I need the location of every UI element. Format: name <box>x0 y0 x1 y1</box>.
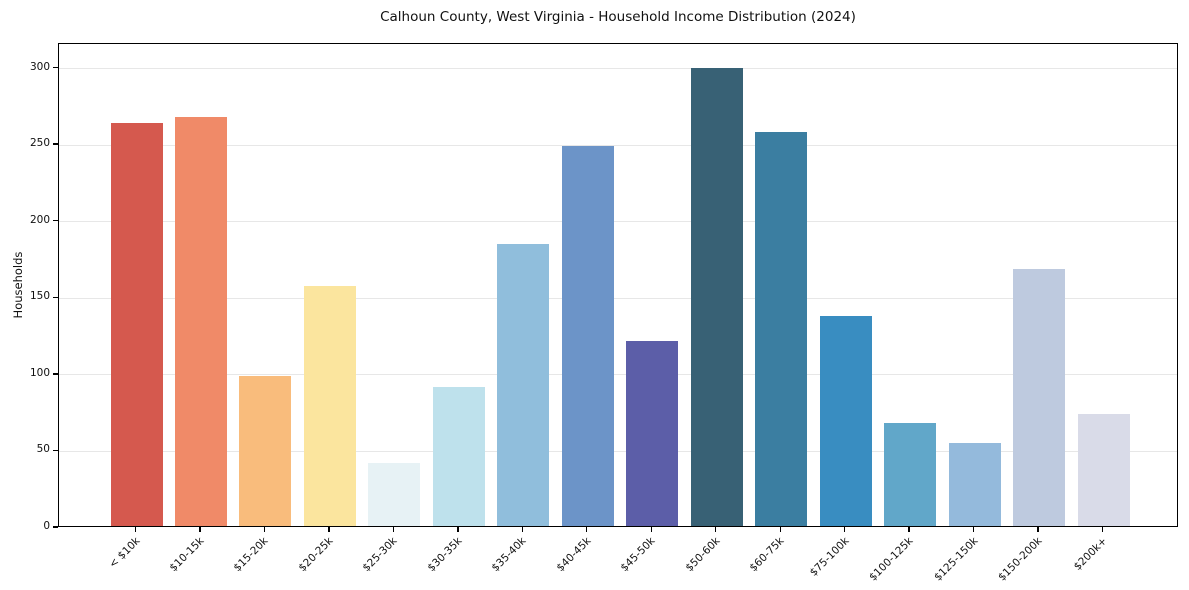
bar-15-20k <box>239 375 292 526</box>
bar-25-30k <box>368 463 421 526</box>
x-tick-mark <box>1037 527 1039 532</box>
bar-10-15k <box>174 117 227 526</box>
gridline <box>59 297 1177 299</box>
x-tick-mark <box>199 527 201 532</box>
chart-title: Calhoun County, West Virginia - Househol… <box>380 9 856 25</box>
x-tick-mark <box>457 527 459 532</box>
x-tick-mark <box>843 527 846 532</box>
gridline <box>59 68 1177 69</box>
gridline <box>59 450 1177 452</box>
x-tick-mark <box>263 527 266 532</box>
y-tick-label: 250 <box>29 137 50 150</box>
gridline <box>59 374 1177 376</box>
x-tick-mark <box>650 527 652 532</box>
bar-20-25k <box>303 285 356 526</box>
y-tick-label: 200 <box>29 213 50 226</box>
bar-50-60k <box>690 68 743 526</box>
y-tick-mark <box>53 66 58 69</box>
x-tick-mark <box>972 527 975 532</box>
y-tick-mark <box>53 449 58 452</box>
bar-35-40k <box>497 244 550 526</box>
y-tick-label: 0 <box>43 520 50 532</box>
bar-60-75k <box>755 132 808 526</box>
bar-150-200k <box>1013 268 1066 526</box>
x-tick-mark <box>908 527 910 532</box>
plot-area <box>58 43 1178 527</box>
x-tick-mark <box>715 527 717 532</box>
y-tick-mark <box>53 219 58 222</box>
x-tick-mark <box>134 527 137 532</box>
bar-125-150k <box>948 443 1001 526</box>
bar-200k <box>1077 414 1130 526</box>
y-tick-mark <box>53 296 58 298</box>
bar-100-125k <box>884 423 937 526</box>
x-tick-mark <box>521 527 523 532</box>
x-tick-mark <box>1101 527 1104 532</box>
y-tick-mark <box>53 143 58 145</box>
x-tick-label: < $10k <box>106 535 142 571</box>
x-tick-mark <box>392 527 395 532</box>
y-tick-label: 300 <box>29 60 50 73</box>
x-tick-mark <box>586 527 588 532</box>
gridline <box>59 144 1177 146</box>
gridline <box>59 221 1177 223</box>
x-tick-mark <box>328 527 330 532</box>
y-tick-mark <box>53 526 58 528</box>
y-tick-label: 150 <box>29 290 50 303</box>
bar-45-50k <box>626 340 679 526</box>
y-tick-mark <box>53 373 58 375</box>
x-tick-mark <box>779 527 781 532</box>
y-axis-label: Households <box>11 251 25 319</box>
y-tick-label: 50 <box>36 443 50 456</box>
bar-40-45k <box>561 146 614 526</box>
y-tick-label: 100 <box>29 366 50 379</box>
bar-30-35k <box>432 386 485 526</box>
bar-75-100k <box>819 316 872 526</box>
bar-10k <box>110 123 163 526</box>
